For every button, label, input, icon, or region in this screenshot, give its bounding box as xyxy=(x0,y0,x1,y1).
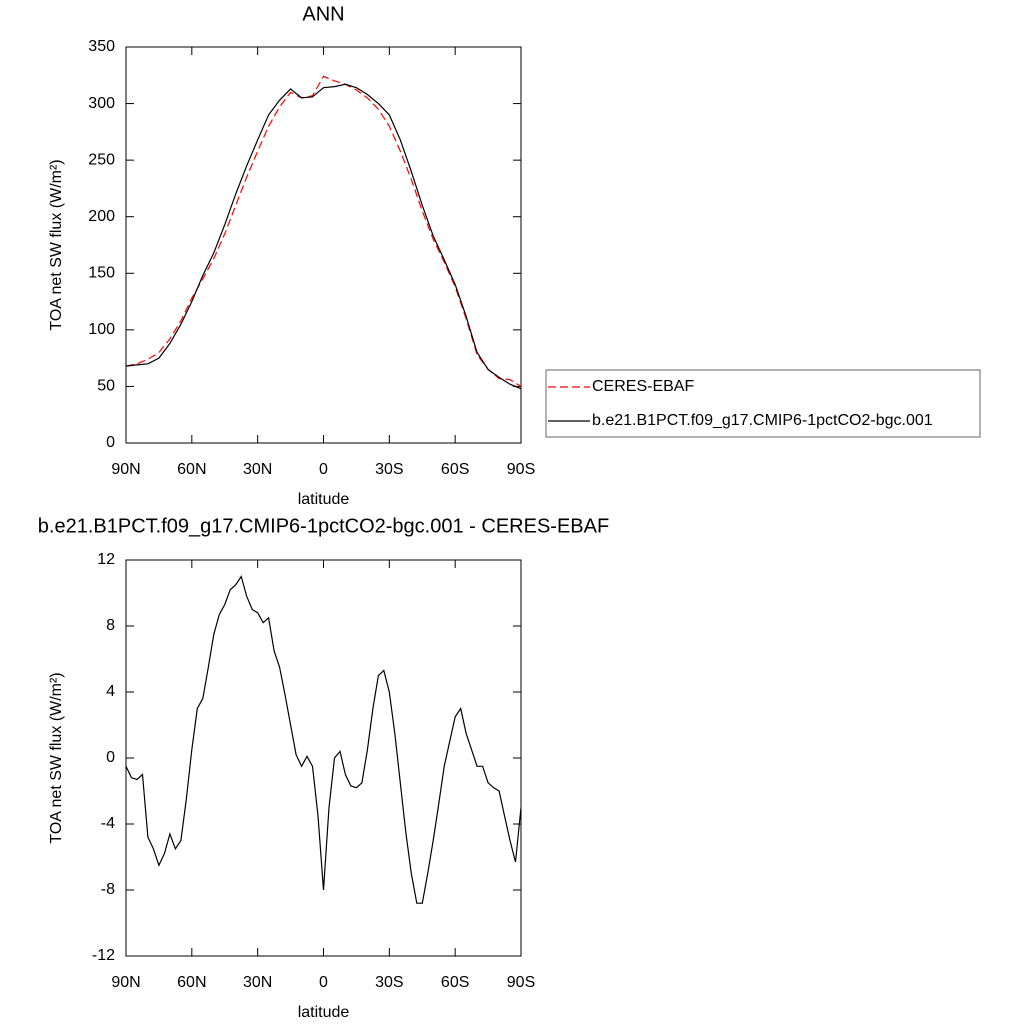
x-tick-label: 60S xyxy=(441,974,469,991)
y-tick-label: 250 xyxy=(88,151,115,168)
x-axis-label: latitude xyxy=(298,1004,350,1021)
y-tick-label: -12 xyxy=(92,947,115,964)
data-line xyxy=(125,75,522,387)
y-tick-label: 0 xyxy=(106,434,115,451)
x-tick-label: 30N xyxy=(243,974,272,991)
x-tick-label: 0 xyxy=(319,461,328,478)
y-tick-label: -8 xyxy=(101,881,115,898)
y-tick-label: 50 xyxy=(97,378,115,395)
y-tick-label: 300 xyxy=(88,95,115,112)
chart-title: b.e21.B1PCT.f09_g17.CMIP6-1pctCO2-bgc.00… xyxy=(38,515,609,537)
y-tick-label: 150 xyxy=(88,265,115,282)
x-tick-label: 90N xyxy=(111,461,140,478)
y-tick-label: 12 xyxy=(97,551,115,568)
data-line xyxy=(125,83,522,390)
plot-frame xyxy=(125,46,522,444)
legend: CERES-EBAF b.e21.B1PCT.f09_g17.CMIP6-1pct… xyxy=(545,369,981,438)
x-tick-label: 90N xyxy=(111,974,140,991)
x-tick-label: 30N xyxy=(243,461,272,478)
y-tick-label: 100 xyxy=(88,321,115,338)
x-tick-label: 60N xyxy=(177,461,206,478)
x-tick-label: 0 xyxy=(319,974,328,991)
legend-label: b.e21.B1PCT.f09_g17.CMIP6-1pctCO2-bgc.00… xyxy=(592,412,933,429)
x-axis-label: latitude xyxy=(298,491,350,508)
y-tick-label: 0 xyxy=(106,749,115,766)
y-tick-label: 4 xyxy=(106,683,115,700)
x-tick-label: 60N xyxy=(177,974,206,991)
x-tick-label: 30S xyxy=(375,974,403,991)
legend-label: CERES-EBAF xyxy=(592,378,694,395)
x-tick-label: 60S xyxy=(441,461,469,478)
y-tick-label: 200 xyxy=(88,208,115,225)
x-tick-label: 90S xyxy=(507,974,535,991)
x-tick-label: 90S xyxy=(507,461,535,478)
y-tick-label: -4 xyxy=(101,815,115,832)
plot-frame xyxy=(125,559,522,957)
legend-box xyxy=(545,369,981,438)
y-tick-label: 8 xyxy=(106,617,115,634)
y-tick-label: 350 xyxy=(88,38,115,55)
data-line xyxy=(125,575,522,904)
chart-title: ANN xyxy=(302,3,344,25)
y-axis-label: TOA net SW flux (W/m²) xyxy=(48,672,65,843)
y-axis-label: TOA net SW flux (W/m²) xyxy=(48,159,65,330)
x-tick-label: 30S xyxy=(375,461,403,478)
